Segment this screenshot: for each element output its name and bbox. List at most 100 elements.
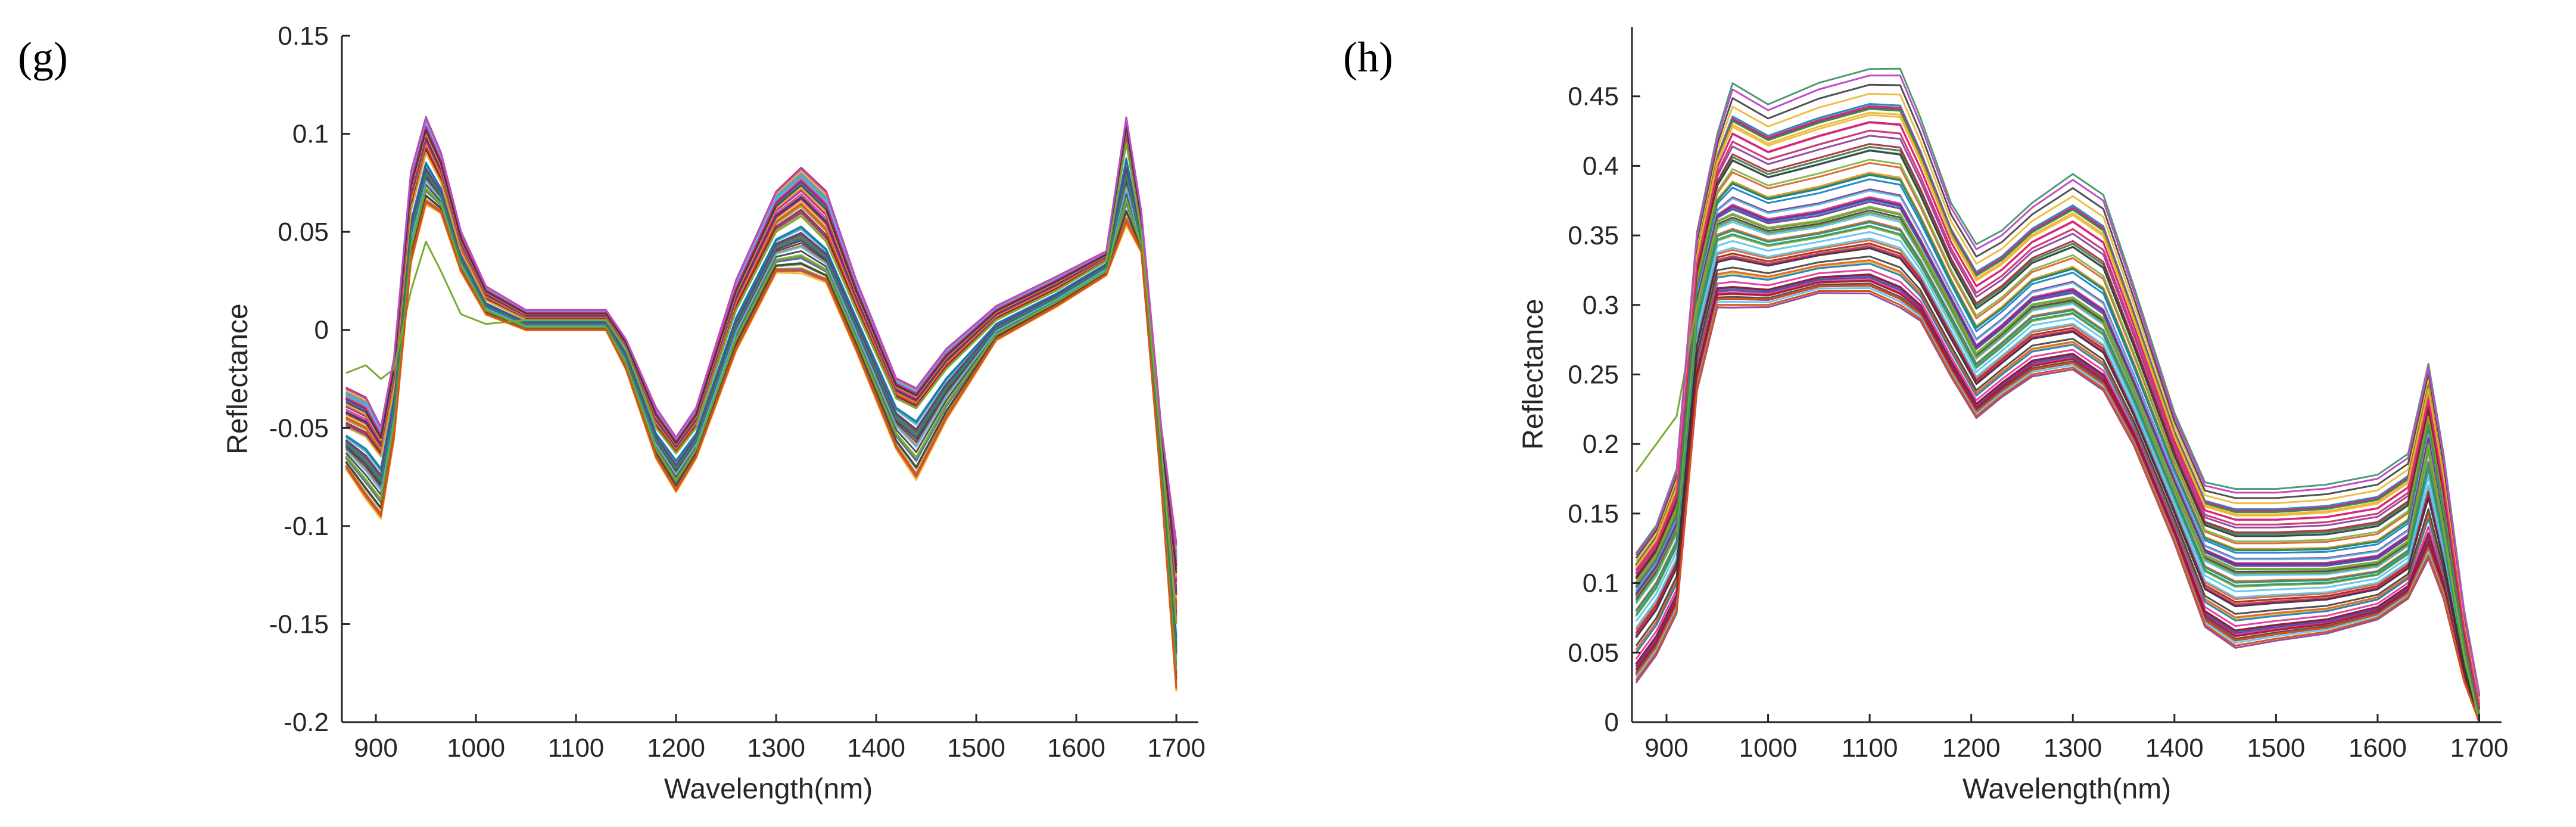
- panel-h-spectrum-line: [1635, 263, 2480, 723]
- panel-g-x-axis-title: Wavelength(nm): [664, 773, 873, 805]
- panel-h-upper-envelope-line: [1635, 74, 2480, 695]
- panel-h-spectrum-line: [1635, 231, 2480, 723]
- panel-h-spectrum-line: [1635, 92, 2480, 699]
- panel-h-x-tick-label: 1700: [2450, 733, 2509, 763]
- panel-h-spectrum-line: [1635, 237, 2480, 723]
- panel-g-spectrum-line: [345, 116, 1178, 544]
- panel-g-spectrum-line: [345, 123, 1178, 565]
- panel-h-spectrum-line: [1635, 108, 2480, 702]
- panel-g-spectrum-line: [345, 120, 1178, 556]
- panel-g-spectrum-line: [345, 120, 1178, 555]
- panel-g-spectrum-line: [345, 194, 1178, 680]
- panel-g-spectrum-line: [345, 130, 1178, 587]
- panel-h-y-tick-label: 0.2: [1583, 430, 1619, 459]
- panel-g-spectrum-line: [345, 132, 1178, 593]
- panel-g-y-tick-label: -0.1: [284, 512, 329, 541]
- panel-h-spectrum-line: [1635, 188, 2480, 719]
- panel-g-spectrum-line: [345, 137, 1178, 608]
- panel-g-x-tick-label: 1200: [647, 733, 705, 763]
- panel-g-lower-envelope-line: [345, 201, 1178, 689]
- panel-h-spectrum-line: [1635, 239, 2480, 723]
- panel-h-spectrum-line: [1635, 292, 2480, 723]
- panel-g-spectrum-line: [345, 122, 1178, 562]
- panel-g-spectrum-line: [345, 139, 1178, 614]
- panel-g-spectrum-line: [345, 142, 1178, 623]
- panel-h-spectrum-line: [1635, 83, 2480, 697]
- panel-g-spectrum-line: [345, 123, 1178, 567]
- panel-h-spectrum-line: [1635, 122, 2480, 705]
- panel-h-x-tick-label: 1200: [1942, 733, 2001, 763]
- panel-h-x-tick-label: 900: [1644, 733, 1688, 763]
- panel-h-spectrum-line: [1635, 209, 2480, 723]
- panel-g-upper-envelope-line: [345, 117, 1178, 546]
- panel-g-x-tick-label: 1500: [947, 733, 1005, 763]
- panel-g-spectrum-line: [345, 118, 1178, 549]
- panel-h-chart: (h) 900 1000 1100 1200 1300 1400 1500 1600 1700 …: [1343, 27, 2508, 805]
- panel-g-spectrum-line: [345, 119, 1178, 552]
- panel-h-spectrum-line: [1635, 188, 2480, 719]
- panel-g-spectrum-line: [345, 125, 1178, 570]
- panel-g-y-tick-label: 0: [314, 316, 329, 345]
- panel-g-y-tick-label: -0.2: [284, 708, 329, 737]
- panel-h-spectrum-line: [1635, 259, 2480, 723]
- panel-h-spectrum-line: [1635, 197, 2480, 721]
- panel-g-spectrum-line: [345, 120, 1178, 554]
- panel-h-spectrum-line: [1635, 150, 2480, 711]
- panel-g-spectrum-line: [345, 122, 1178, 560]
- panel-h-y-tick-label: 0.35: [1568, 221, 1619, 250]
- panel-g-spectrum-line: [345, 126, 1178, 573]
- panel-h-x-tick-label: 1100: [1842, 733, 1898, 763]
- panel-h-spectrum-line: [1635, 146, 2480, 710]
- panel-h-spectrum-line: [1635, 173, 2480, 716]
- panel-g-spectrum-line: [345, 122, 1178, 562]
- panel-g-spectrum-line: [345, 136, 1178, 605]
- panel-h-y-tick-label: 0.1: [1583, 569, 1619, 598]
- panel-g-spectrum-line: [345, 122, 1178, 561]
- panel-g-y-ticks: -0.2 -0.15 -0.1 -0.05 0 0.05 0.1 0.15: [269, 21, 350, 737]
- panel-h-spectrum-line: [1635, 269, 2480, 723]
- panel-g-y-tick-label: 0.15: [278, 21, 329, 51]
- panel-h-y-tick-label: 0.4: [1583, 151, 1619, 181]
- panel-h-spectrum-line: [1635, 242, 2480, 723]
- panel-h-spectrum-line: [1635, 212, 2480, 723]
- panel-g-y-tick-label: 0.05: [278, 217, 329, 247]
- panel-g-chart: (g) 900 1000 1100 1200 1300 1400 1500 1600 1700 …: [18, 21, 1206, 805]
- panel-g-spectrum-line: [345, 157, 1178, 636]
- panel-g-x-tick-label: 1600: [1047, 733, 1105, 763]
- panel-g-x-tick-label: 1300: [747, 733, 805, 763]
- panel-h-spectrum-line: [1635, 221, 2480, 723]
- panel-g-outlier-spectrum-line: [345, 142, 1178, 624]
- panel-g-spectrum-line: [345, 123, 1178, 565]
- panel-h-x-tick-label: 1600: [2348, 733, 2407, 763]
- panel-g-spectrum-line: [345, 128, 1178, 579]
- panel-g-y-tick-label: -0.15: [269, 610, 329, 639]
- panel-g-y-axis-title: Reflectance: [222, 303, 254, 454]
- panel-label-h: (h): [1343, 33, 1393, 81]
- panel-g-x-tick-label: 900: [354, 733, 397, 763]
- panel-h-y-tick-label: 0.15: [1568, 499, 1619, 528]
- panel-h-x-axis-title: Wavelength(nm): [1963, 773, 2171, 805]
- panel-h-spectrum-line: [1635, 103, 2480, 701]
- panel-h-spectrum-line: [1635, 279, 2480, 723]
- panel-g-spectrum-line: [345, 166, 1178, 644]
- panel-h-spectrum-line: [1635, 247, 2480, 723]
- panel-g-spectrum-line: [345, 121, 1178, 559]
- panel-g-spectrum-line: [345, 120, 1178, 556]
- panel-g-y-tick-label: -0.05: [269, 414, 329, 443]
- panel-h-spectrum-line: [1635, 276, 2480, 723]
- panel-h-lower-envelope-line: [1635, 290, 2480, 723]
- panel-h-spectrum-line: [1635, 129, 2480, 707]
- panel-g-spectrum-line: [345, 128, 1178, 579]
- panel-h-y-tick-label: 0.05: [1568, 638, 1619, 667]
- panel-h-x-tick-label: 1400: [2145, 733, 2204, 763]
- panel-g-spectrum-line: [345, 129, 1178, 582]
- panel-h-x-tick-label: 1300: [2044, 733, 2102, 763]
- panel-g-spectrum-line: [345, 134, 1178, 599]
- panel-g-spectrum-line: [345, 133, 1178, 595]
- panel-h-spectrum-line: [1635, 201, 2480, 722]
- panel-h-y-axis-title: Reflectance: [1518, 299, 1549, 449]
- panel-h-spectrum-line: [1635, 273, 2480, 723]
- panel-g-spectrum-line: [345, 172, 1178, 651]
- panel-h-x-tick-label: 1500: [2247, 733, 2305, 763]
- panel-h-spectrum-line: [1635, 67, 2480, 694]
